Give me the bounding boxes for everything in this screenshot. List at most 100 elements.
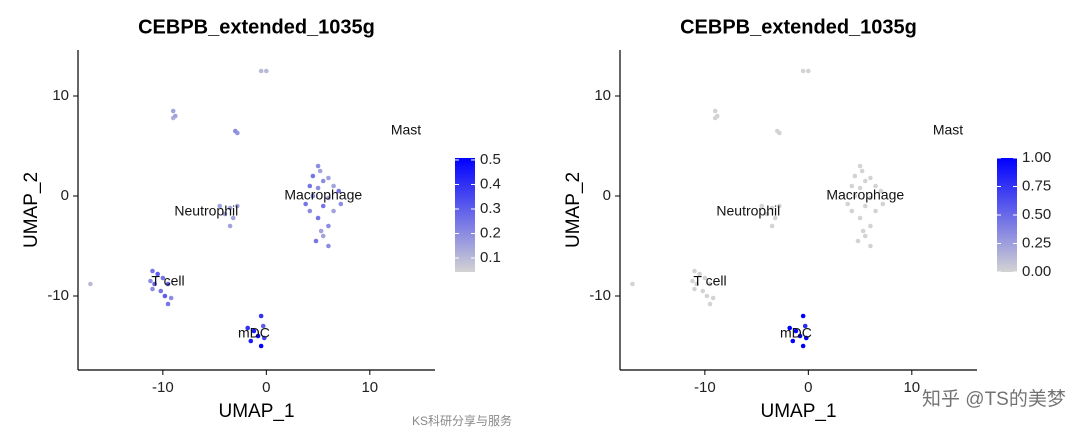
- cell-point: [331, 208, 336, 214]
- cell-point: [258, 68, 264, 74]
- cell-point: [320, 233, 326, 239]
- watermark: 知乎 @TS的美梦: [922, 388, 1066, 410]
- cell-point: [317, 168, 323, 174]
- cell-point: [315, 163, 321, 169]
- colorbar-tick-label: 0.2: [480, 224, 501, 241]
- cell-point: [694, 281, 699, 287]
- cell-point: [303, 201, 308, 207]
- cell-point: [868, 175, 873, 181]
- cell-point: [852, 193, 858, 199]
- cell-point: [235, 203, 240, 209]
- cell-point: [165, 281, 171, 287]
- cell-point: [878, 188, 884, 194]
- cell-point: [320, 178, 326, 184]
- cell-point: [777, 203, 782, 209]
- cell-point: [860, 228, 866, 234]
- x-axis-label: UMAP_1: [760, 401, 836, 422]
- cell-point: [868, 243, 873, 249]
- cell-point: [258, 313, 264, 319]
- panel: CEBPB_extended_1035g UMAP_1 UMAP_2 -10 0 10 -1…: [563, 16, 1066, 422]
- x-tick-label: 10: [903, 379, 920, 396]
- cell-point: [152, 281, 157, 287]
- colorbar-tick-label: 0.4: [480, 175, 501, 192]
- cell-point: [787, 325, 793, 331]
- cell-point: [168, 295, 174, 301]
- cell-point: [148, 278, 153, 284]
- cell-point: [245, 325, 251, 331]
- colorbar-tick-label: 1.00: [1022, 149, 1051, 166]
- cell-point: [315, 185, 321, 191]
- colorbar-tick-label: 0.00: [1022, 263, 1051, 280]
- cell-point: [857, 185, 863, 191]
- cell-point: [868, 195, 873, 201]
- cell-point: [690, 278, 695, 284]
- cell-point: [800, 68, 806, 74]
- cell-point: [707, 301, 713, 307]
- y-tick-label: 10: [52, 87, 69, 104]
- cell-point: [310, 173, 316, 179]
- cell-point: [772, 215, 778, 221]
- cell-point: [158, 288, 164, 294]
- cell-point: [320, 203, 326, 209]
- y-axis-label: UMAP_2: [21, 172, 42, 248]
- cell-point: [800, 343, 806, 349]
- cell-point: [307, 183, 313, 189]
- x-tick-label: 10: [361, 379, 378, 396]
- cell-point: [873, 183, 878, 189]
- cell-point: [307, 208, 313, 214]
- cluster-label: Mast: [391, 122, 421, 138]
- cell-point: [227, 223, 233, 229]
- cell-point: [150, 286, 155, 292]
- cell-point: [707, 281, 713, 287]
- cell-point: [806, 68, 811, 74]
- x-tick-label: -10: [694, 379, 716, 396]
- cell-point: [692, 286, 697, 292]
- cluster-label: T cell: [151, 273, 184, 289]
- cell-point: [170, 108, 176, 114]
- cell-point: [800, 313, 806, 319]
- colorbar: [997, 158, 1017, 272]
- colorbar-tick-label: 0.50: [1022, 206, 1051, 223]
- cell-point: [797, 333, 803, 339]
- cell-point: [862, 178, 868, 184]
- cell-point: [790, 338, 796, 344]
- cell-point: [264, 68, 269, 74]
- cell-point: [261, 335, 267, 341]
- cell-point: [868, 223, 873, 229]
- y-tick-label: -10: [589, 287, 611, 304]
- cell-point: [172, 113, 178, 119]
- cell-point: [849, 208, 855, 214]
- cell-point: [793, 328, 799, 334]
- cell-point: [260, 323, 266, 329]
- cell-point: [217, 203, 223, 209]
- cell-point: [222, 211, 228, 217]
- cell-point: [251, 328, 257, 334]
- cell-point: [704, 293, 710, 299]
- x-tick-label: 0: [262, 379, 270, 396]
- colorbar-tick-label: 0.75: [1022, 177, 1051, 194]
- cluster-label: Neutrophil: [716, 203, 780, 219]
- cell-point: [697, 271, 702, 277]
- y-axis-label: UMAP_2: [563, 172, 584, 248]
- cell-point: [857, 215, 863, 221]
- cell-point: [150, 268, 155, 274]
- cell-point: [326, 175, 331, 181]
- panel: CEBPB_extended_1035g UMAP_1 UMAP_2 -10 0 10 -1…: [21, 16, 512, 428]
- cell-point: [331, 183, 336, 189]
- cell-point: [88, 281, 93, 287]
- chart-title: CEBPB_extended_1035g: [680, 16, 917, 38]
- cell-point: [248, 338, 254, 344]
- cell-point: [859, 168, 865, 174]
- cluster-label: T cell: [693, 273, 726, 289]
- cell-point: [326, 223, 331, 229]
- cell-point: [803, 335, 809, 341]
- y-tick-label: 0: [603, 187, 611, 204]
- chart-title: CEBPB_extended_1035g: [138, 16, 375, 38]
- x-tick-label: -10: [152, 379, 174, 396]
- y-tick-label: 10: [594, 87, 611, 104]
- cell-point: [857, 163, 863, 169]
- cell-point: [700, 288, 706, 294]
- cluster-label: Mast: [933, 122, 963, 138]
- cell-point: [862, 203, 868, 209]
- cell-point: [702, 275, 708, 281]
